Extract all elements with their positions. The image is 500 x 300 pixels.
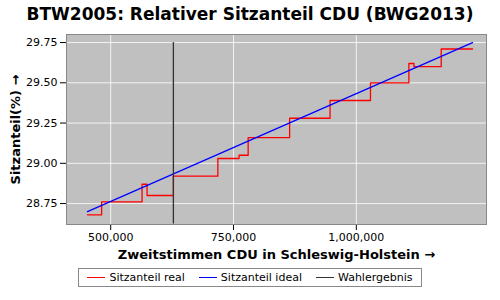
svg-text:750,000: 750,000 — [211, 231, 257, 244]
svg-text:29.00: 29.00 — [26, 157, 58, 170]
html-text:Sitzanteil ideal: Sitzanteil ideal — [220, 271, 302, 284]
svg-text:Sitzanteil(%) →: Sitzanteil(%) → — [8, 74, 23, 184]
html-text:Wahlergebnis: Wahlergebnis — [338, 271, 413, 284]
html-text:Sitzanteil real: Sitzanteil real — [109, 271, 185, 284]
svg-text:28.75: 28.75 — [26, 197, 58, 210]
html-text:BTW2005: Relativer Sitzanteil: BTW2005: Relativer Sitzanteil CDU (BWG20… — [26, 4, 474, 24]
svg-text:1,000,000: 1,000,000 — [328, 231, 384, 244]
svg-text:29.75: 29.75 — [26, 36, 58, 49]
svg-text:29.25: 29.25 — [26, 117, 58, 130]
svg-text:Zweitstimmen CDU in Schleswig-: Zweitstimmen CDU in Schleswig-Holstein → — [118, 247, 435, 262]
svg-text:500,000: 500,000 — [88, 231, 134, 244]
svg-text:29.50: 29.50 — [26, 76, 58, 89]
